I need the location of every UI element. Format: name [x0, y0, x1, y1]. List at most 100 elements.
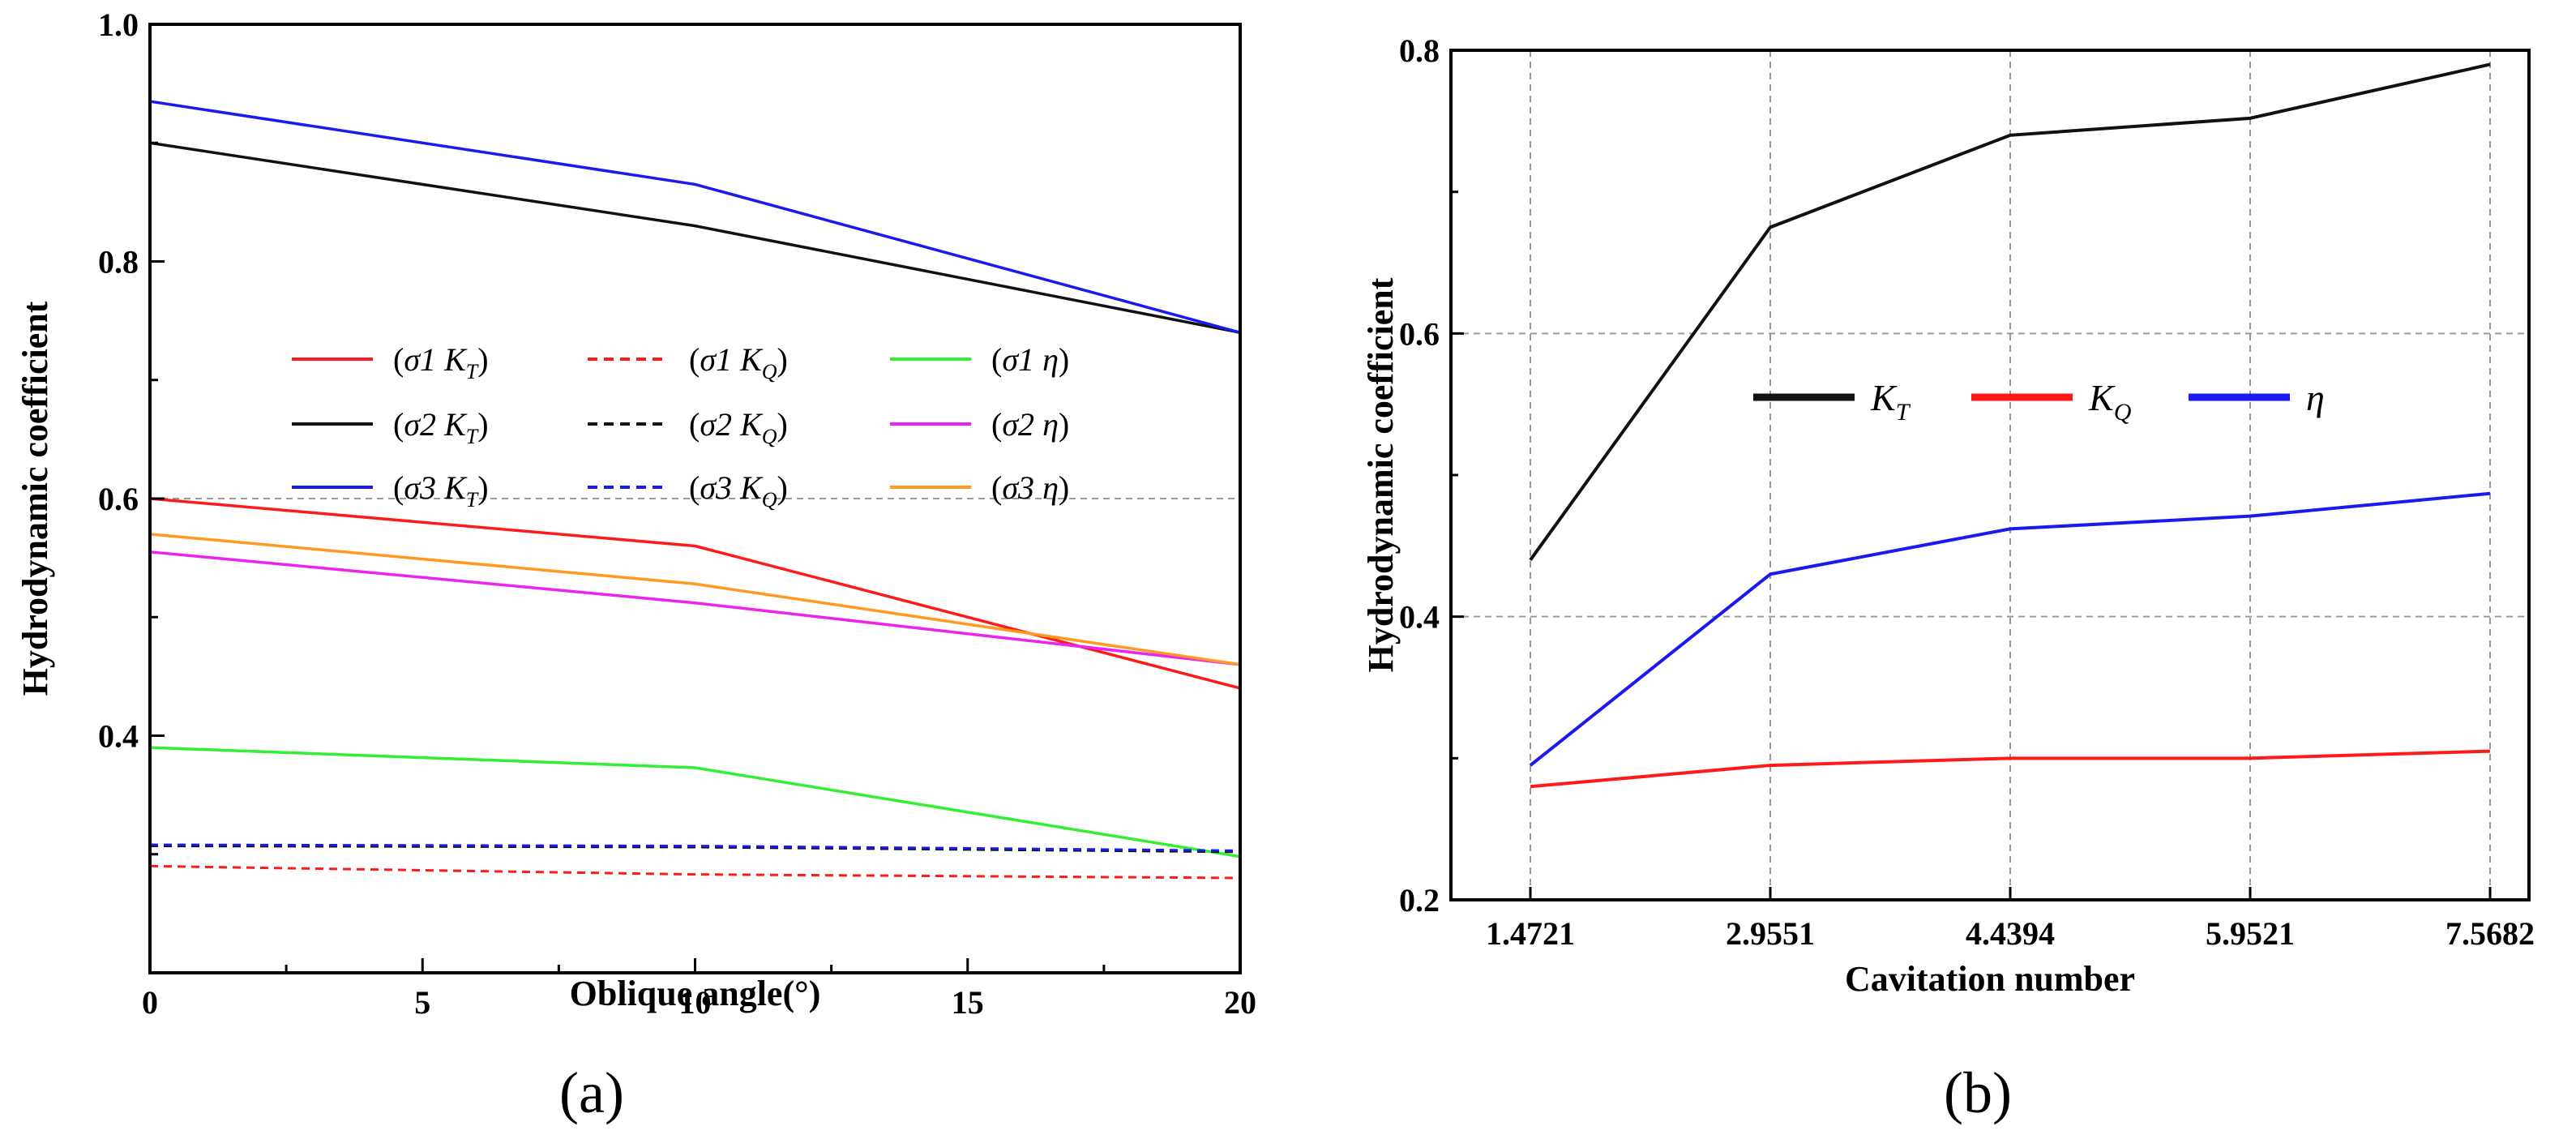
- legend-var: K: [739, 406, 764, 443]
- x-axis-label: Oblique angle(°): [570, 974, 821, 1013]
- legend-var: K: [443, 406, 468, 443]
- x-tick-label: 5: [414, 984, 430, 1021]
- chart-a: 0 5 10 15 20 0.4 0.6 0.8 1.0 Oblique angle(°) Hydr…: [15, 6, 1256, 1125]
- legend-var: η: [1042, 341, 1059, 378]
- legend-paren: (: [393, 469, 404, 506]
- legend-paren: ): [777, 469, 788, 506]
- legend-space: [436, 406, 444, 443]
- legend-space: [1034, 469, 1042, 506]
- legend-label: η: [2306, 377, 2325, 418]
- legend-label: (σ2 η): [991, 406, 1069, 443]
- series-line-9: [149, 533, 1241, 666]
- series-line-6: [149, 550, 1241, 666]
- legend-label: (σ3 KT): [393, 469, 489, 512]
- plot-frame: [1449, 49, 2531, 901]
- x-tick-label: 2.9551: [1726, 915, 1815, 952]
- legend-sub: T: [1896, 399, 1911, 426]
- y-tick-label: 0.4: [1399, 599, 1440, 636]
- y-axis-label: Hydrodynamic coefficient: [1361, 277, 1401, 672]
- legend-label: (σ1 η): [991, 341, 1069, 378]
- legend-sub: Q: [762, 488, 777, 512]
- legend-sub: Q: [762, 360, 777, 383]
- legend-space: [436, 469, 444, 506]
- y-tick-label: 0.4: [98, 718, 139, 755]
- x-tick-label: 1.4721: [1486, 915, 1575, 952]
- panel-label-a: (a): [559, 1060, 624, 1125]
- x-tick-label: 10: [679, 984, 712, 1021]
- legend-var: K: [1870, 377, 1898, 418]
- legend-space: [1034, 406, 1042, 443]
- legend-label: (σ1 KQ): [689, 341, 788, 383]
- series-line-4: [149, 141, 1241, 334]
- series-line-KT: [1529, 62, 2491, 561]
- legend-label: (σ3 KQ): [689, 469, 788, 512]
- legend-paren: (: [689, 469, 700, 506]
- series-line-KQ: [1530, 749, 2491, 789]
- legend-space: [1034, 341, 1042, 378]
- legend-sub: Q: [762, 425, 777, 448]
- legend-space: [436, 341, 444, 378]
- legend-var: K: [2088, 377, 2116, 418]
- x-axis-label: Cavitation number: [1845, 959, 2135, 999]
- legend-paren: (: [689, 341, 700, 378]
- series-line-η: [1529, 491, 2491, 767]
- series-line-1: [149, 497, 1241, 690]
- legend-paren: (: [393, 341, 404, 378]
- x-tick-label: 7.5682: [2445, 915, 2535, 952]
- legend-sigma: σ1: [404, 341, 436, 378]
- legend-space: [732, 469, 740, 506]
- y-tick-label: 0.6: [1399, 315, 1440, 352]
- y-tick-label: 0.6: [98, 481, 139, 517]
- legend-label: (σ1 KT): [393, 341, 489, 383]
- legend-sub: T: [466, 425, 479, 448]
- legend-var: K: [739, 341, 764, 378]
- legend-label: (σ3 η): [991, 469, 1069, 506]
- legend-paren: (: [393, 406, 404, 443]
- y-tick-label: 0.8: [1399, 32, 1440, 69]
- chart-b: 1.4721 2.9551 4.4394 5.9521 7.5682 0.2 0.4 0.6 0…: [1361, 32, 2535, 1125]
- legend-sigma: σ1: [1002, 341, 1034, 378]
- legend-var: K: [739, 469, 764, 506]
- legend-var: K: [443, 469, 468, 506]
- legend-var: K: [443, 341, 468, 378]
- legend-space: [732, 341, 740, 378]
- legend-space: [732, 406, 740, 443]
- x-tick-label: 4.4394: [1966, 915, 2055, 952]
- legend-sigma: σ3: [404, 469, 436, 506]
- legend-paren: ): [777, 406, 788, 443]
- legend-sigma: σ3: [700, 469, 732, 506]
- series-line-7: [149, 100, 1241, 334]
- legend-paren: ): [1059, 406, 1069, 443]
- legend-paren: ): [477, 469, 488, 506]
- legend-paren: ): [1059, 341, 1069, 378]
- x-tick-label: 15: [952, 984, 984, 1021]
- x-tick-label: 5.9521: [2206, 915, 2295, 952]
- legend-paren: (: [991, 406, 1002, 443]
- legend-sigma: σ1: [700, 341, 732, 378]
- legend-paren: (: [991, 469, 1002, 506]
- legend-label: (σ2 KQ): [689, 406, 788, 448]
- y-tick-label: 0.8: [98, 244, 139, 280]
- y-tick-label: 1.0: [98, 6, 139, 43]
- legend-sigma: σ2: [404, 406, 436, 443]
- legend-sub: T: [466, 360, 479, 383]
- legend-sub: Q: [2114, 399, 2132, 426]
- legend-label: KT: [1870, 377, 1911, 426]
- legend-sigma: σ3: [1002, 469, 1034, 506]
- x-tick-label: 0: [142, 984, 158, 1021]
- series-line-8: [149, 843, 1241, 852]
- legend-label: (σ2 KT): [393, 406, 489, 448]
- legend-sigma: σ2: [700, 406, 732, 443]
- legend-paren: ): [1059, 469, 1069, 506]
- y-axis-label: Hydrodynamic coefficient: [15, 301, 55, 696]
- legend-paren: ): [477, 406, 488, 443]
- series-line-3: [149, 746, 1241, 859]
- legend-paren: ): [477, 341, 488, 378]
- panel-label-b: (b): [1944, 1060, 2012, 1125]
- legend-var: η: [1042, 406, 1059, 443]
- y-tick-label: 0.2: [1399, 882, 1440, 918]
- legend-paren: (: [689, 406, 700, 443]
- legend-sub: T: [466, 488, 479, 512]
- legend-sigma: σ2: [1002, 406, 1034, 443]
